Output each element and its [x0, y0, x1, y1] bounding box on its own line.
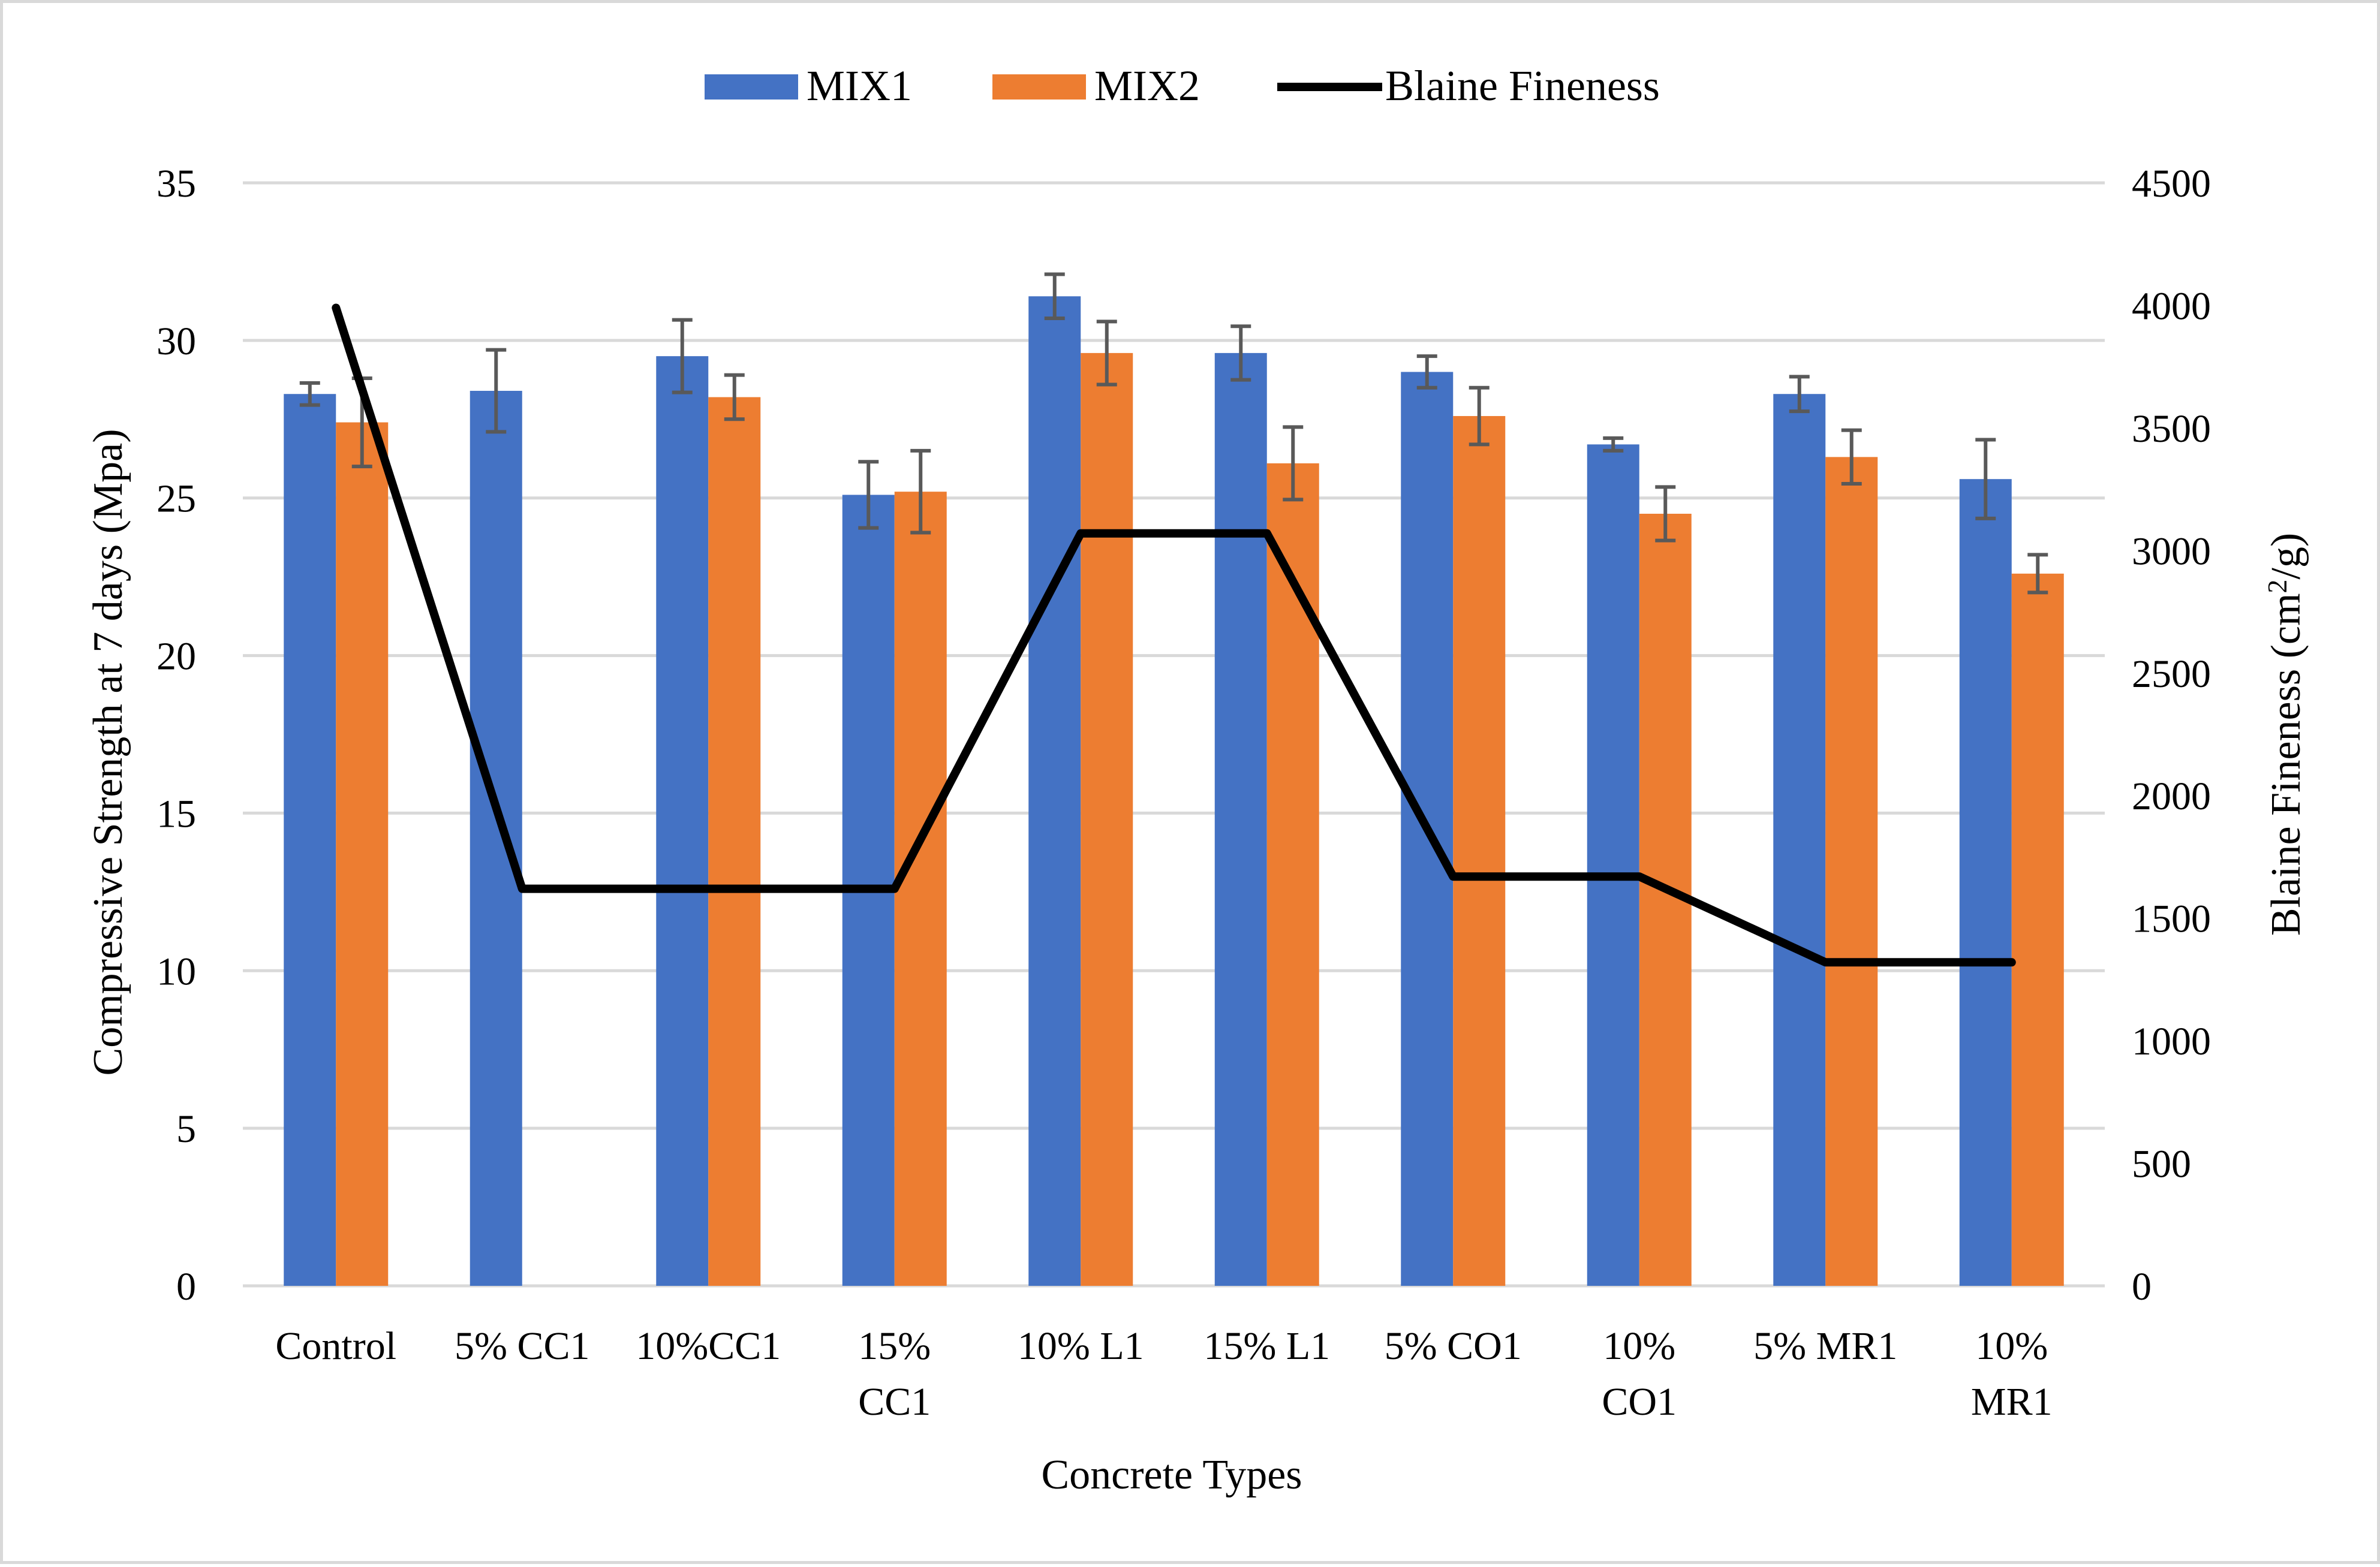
error-bars: [299, 272, 2048, 595]
x-tick-label: 5% CC1: [455, 1324, 590, 1368]
right-axis-ticks: 0 500 1000 1500 2000 2500 3000 3500 4000 4500: [2132, 162, 2211, 1309]
bar-mix1-2: [656, 356, 709, 1286]
y-tick-label: 5: [176, 1107, 196, 1151]
y-tick-label: 10: [157, 950, 196, 993]
y-tick-label: 0: [176, 1265, 196, 1309]
blaine-line: [332, 303, 2016, 967]
x-tick-label: CO1: [1602, 1380, 1677, 1424]
bar-mix2-2: [708, 397, 761, 1286]
error-bar-mix2-5: [1283, 425, 1304, 502]
bar-mix2-3: [894, 492, 947, 1286]
left-axis-ticks: 0 5 10 15 20 25 30 35: [157, 162, 196, 1309]
error-bar-mix2-4: [1096, 320, 1117, 387]
x-tick-label: 15% L1: [1203, 1324, 1330, 1368]
y-tick-label: 15: [157, 792, 196, 836]
legend: MIX1 MIX2 Blaine Fineness: [705, 62, 1660, 110]
error-bar-mix1-4: [1044, 272, 1065, 321]
bar-mix1-0: [284, 394, 336, 1286]
line-blaine-fineness: [332, 303, 2016, 967]
bar-mix1-5: [1214, 352, 1267, 1286]
bar-mix1-9: [1959, 479, 2012, 1286]
y2-tick-label: 0: [2132, 1265, 2152, 1309]
error-bar-mix1-6: [1416, 354, 1437, 390]
error-bar-mix2-2: [724, 373, 745, 421]
y2-tick-label: 1500: [2132, 897, 2211, 941]
y-axis-title: Compressive Strength at 7 days (Mpa): [85, 429, 131, 1076]
y2-tick-label: 2500: [2132, 652, 2211, 696]
error-bar-mix2-9: [2027, 553, 2048, 595]
legend-label-blaine: Blaine Fineness: [1385, 62, 1660, 110]
y2-tick-label: 3000: [2132, 529, 2211, 573]
error-bar-mix1-2: [672, 318, 693, 394]
error-bar-mix2-8: [1841, 428, 1862, 486]
y2-tick-label: 500: [2132, 1143, 2191, 1186]
x-tick-label: Control: [275, 1324, 396, 1368]
error-bar-mix1-0: [299, 381, 320, 407]
error-bar-mix1-8: [1789, 375, 1810, 414]
x-tick-label: 5% MR1: [1753, 1324, 1897, 1368]
error-bar-mix1-1: [486, 348, 507, 434]
bar-mix1-4: [1028, 296, 1081, 1286]
y2-tick-label: 1000: [2132, 1020, 2211, 1063]
y2-tick-label: 4000: [2132, 284, 2211, 328]
bar-mix2-0: [336, 422, 389, 1286]
x-tick-label: 10%CC1: [636, 1324, 781, 1368]
bar-mix1-1: [470, 390, 522, 1286]
y-tick-label: 25: [157, 477, 196, 521]
y2-tick-label: 3500: [2132, 407, 2211, 451]
gridlines: [243, 181, 2105, 1288]
y2-axis-title: Blaine Fineness (cm2/g): [2262, 533, 2309, 936]
y-tick-label: 30: [157, 320, 196, 363]
error-bar-mix1-3: [858, 460, 879, 530]
bar-mix2-9: [2011, 573, 2064, 1286]
x-tick-label: MR1: [1971, 1380, 2053, 1424]
bar-mix1-8: [1773, 394, 1826, 1286]
error-bar-mix1-5: [1230, 324, 1251, 382]
x-tick-label: 5% CO1: [1385, 1324, 1522, 1368]
bar-mix2-6: [1453, 416, 1506, 1286]
error-bar-mix2-6: [1469, 385, 1490, 447]
x-tick-label: 15%: [858, 1324, 931, 1368]
error-bar-mix1-7: [1603, 436, 1624, 453]
y-tick-label: 35: [157, 162, 196, 206]
chart-svg: 0 5 10 15 20 25 30 35 0 500 1000 1500 2000 2500 3000 3…: [85, 62, 2309, 1498]
x-tick-label: 10%: [1975, 1324, 2048, 1368]
bar-mix2-4: [1081, 352, 1133, 1286]
error-bar-mix1-9: [1975, 438, 1996, 520]
bar-mix2-5: [1266, 463, 1319, 1286]
y2-tick-label: 2000: [2132, 775, 2211, 818]
error-bar-mix2-3: [910, 448, 931, 535]
x-tick-label: CC1: [858, 1380, 931, 1424]
bar-mix1-7: [1587, 444, 1639, 1286]
legend-swatch-mix2: [992, 74, 1086, 100]
bar-mix2-8: [1825, 457, 1878, 1286]
bars: [284, 296, 2064, 1286]
y-tick-label: 20: [157, 635, 196, 679]
x-tick-label: 10% L1: [1018, 1324, 1144, 1368]
x-tick-label: 10%: [1603, 1324, 1675, 1368]
y2-tick-label: 4500: [2132, 162, 2211, 206]
legend-swatch-mix1: [705, 74, 798, 100]
x-axis-title: Concrete Types: [1041, 1452, 1302, 1498]
legend-label-mix2: MIX2: [1094, 62, 1200, 110]
error-bar-mix2-7: [1655, 485, 1676, 543]
legend-label-mix1: MIX1: [807, 62, 912, 110]
x-axis-ticks: Control 5% CC1 10%CC1 15% CC1 10% L1 15% L1 5% …: [275, 1324, 2052, 1424]
